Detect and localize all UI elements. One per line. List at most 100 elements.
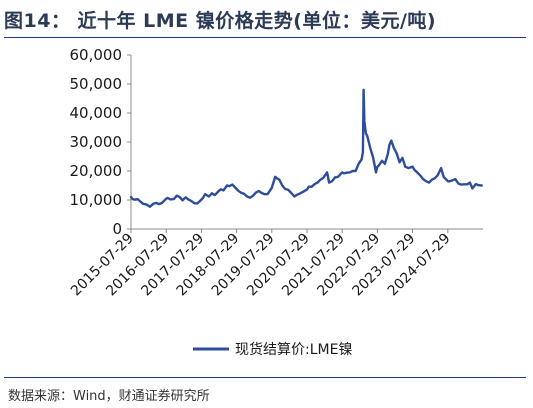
series-point — [226, 184, 228, 187]
series-point — [142, 203, 144, 205]
series-point — [384, 163, 386, 165]
series-point — [381, 160, 383, 162]
series-point — [334, 176, 336, 178]
series-point — [343, 172, 345, 174]
series-point — [469, 182, 471, 184]
series-point — [422, 178, 424, 180]
series-point — [202, 197, 204, 199]
series-point — [130, 196, 132, 198]
series-point — [466, 183, 468, 185]
y-tick-label: 50,000 — [70, 75, 123, 93]
series-point — [155, 202, 157, 204]
series-point — [317, 182, 319, 184]
series-point — [365, 132, 367, 134]
series-point — [132, 198, 134, 200]
legend-label: 现货结算价:LME镍 — [235, 341, 352, 358]
series-point — [134, 199, 136, 201]
series-point — [264, 193, 266, 195]
series-point — [361, 158, 363, 160]
series-point — [139, 200, 141, 202]
series-point — [319, 179, 321, 181]
series-point — [311, 186, 313, 188]
series-point — [398, 161, 401, 163]
series-point — [190, 200, 192, 202]
series-point — [447, 180, 449, 182]
series-point — [369, 147, 371, 149]
x-axis: 2015-07-292016-07-292017-07-292018-07-29… — [68, 228, 483, 299]
series-point — [471, 187, 473, 189]
series-point — [214, 194, 216, 196]
series-point — [185, 196, 187, 198]
series-point — [208, 195, 210, 198]
series-point — [440, 167, 442, 169]
series-point — [179, 196, 181, 198]
y-tick-label: 60,000 — [70, 46, 123, 64]
series-point — [346, 172, 348, 174]
series-point — [358, 163, 360, 165]
series-point — [478, 184, 480, 186]
series-point — [204, 193, 206, 195]
series-point — [281, 184, 283, 187]
series-point — [428, 182, 430, 184]
series-point — [352, 170, 354, 172]
series-point — [236, 188, 238, 190]
series-point — [149, 206, 151, 208]
series-point — [261, 192, 263, 194]
series-point — [240, 192, 242, 194]
series-point — [401, 157, 403, 159]
y-tick-label: 0 — [112, 220, 122, 238]
series-point — [341, 171, 343, 173]
legend: 现货结算价:LME镍 — [193, 341, 352, 358]
series-point — [448, 180, 451, 182]
series-point — [231, 184, 233, 186]
series-point — [437, 174, 439, 176]
series-point — [271, 187, 273, 189]
series-point — [284, 188, 286, 190]
series-point — [217, 191, 219, 193]
series-point — [314, 183, 316, 185]
series-point — [287, 189, 289, 191]
series-point — [388, 144, 390, 146]
series-line-0 — [129, 88, 483, 208]
series-point — [412, 166, 414, 168]
series-point — [425, 180, 427, 182]
series-point — [220, 188, 222, 190]
series-point — [434, 177, 436, 179]
series-point — [176, 195, 178, 197]
series-point — [167, 197, 169, 199]
series-point — [366, 135, 368, 137]
series-point — [237, 190, 239, 192]
series-point — [290, 192, 292, 194]
figure-title: 图14： 近十年 LME 镍价格走势(单位：美元/吨) — [4, 10, 437, 32]
series-point — [249, 197, 251, 199]
series-point — [363, 89, 365, 91]
series-point — [326, 171, 328, 173]
series-point — [252, 195, 254, 197]
series-point — [393, 147, 395, 149]
series-point — [457, 182, 459, 185]
series-point — [152, 203, 154, 205]
chart-header: 图14： 近十年 LME 镍价格走势(单位：美元/吨) — [0, 0, 533, 40]
series-point — [363, 121, 365, 123]
series-point — [193, 202, 195, 204]
series-point — [407, 167, 409, 169]
title-divider — [4, 37, 526, 38]
series-point — [211, 192, 213, 194]
series-point — [266, 193, 269, 195]
series-point — [322, 177, 324, 179]
series-point — [302, 191, 304, 193]
series-point — [390, 140, 392, 142]
series-point — [475, 183, 477, 185]
series-point — [375, 171, 377, 173]
series-point — [258, 190, 260, 192]
series-point — [443, 176, 445, 178]
series-point — [173, 198, 175, 200]
series-point — [169, 198, 171, 200]
series-point — [404, 166, 406, 168]
series-point — [331, 180, 333, 182]
series-point — [372, 157, 374, 159]
series-point — [187, 198, 189, 200]
series-point — [413, 169, 415, 171]
y-tick-label: 40,000 — [70, 104, 123, 122]
